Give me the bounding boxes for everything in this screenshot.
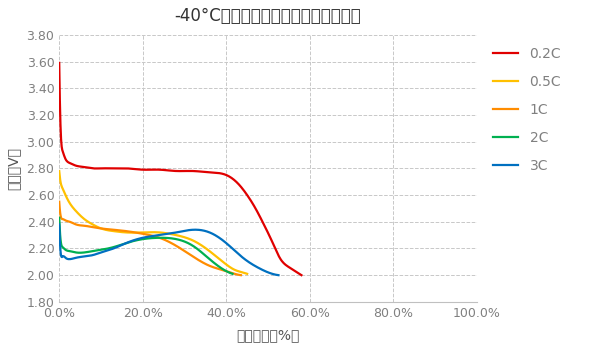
Line: 0.2C: 0.2C	[59, 63, 302, 275]
0.5C	[78, 215, 85, 219]
1C	[187, 253, 194, 257]
0.5C	[130, 231, 137, 235]
0.5C	[117, 230, 124, 234]
2C	[125, 240, 132, 245]
0.2C	[208, 170, 215, 174]
2C	[112, 244, 119, 248]
Legend: 0.2C, 0.5C, 1C, 2C, 3C: 0.2C, 0.5C, 1C, 2C, 3C	[488, 42, 567, 178]
1C	[237, 273, 244, 277]
0.2C	[231, 178, 238, 182]
3C	[215, 235, 222, 239]
2C	[55, 216, 63, 220]
1C	[77, 223, 85, 228]
3C	[127, 239, 134, 243]
0.2C	[298, 273, 305, 277]
1C	[55, 200, 63, 204]
2C	[76, 251, 83, 255]
1C	[188, 253, 195, 258]
2C	[229, 272, 236, 276]
1C	[128, 230, 135, 234]
3C	[55, 222, 63, 227]
0.5C	[174, 233, 181, 237]
0.2C	[232, 179, 239, 183]
X-axis label: 电池容量（%）: 电池容量（%）	[237, 328, 300, 342]
0.2C	[151, 168, 159, 172]
3C	[82, 254, 89, 258]
3C	[194, 228, 201, 232]
0.5C	[55, 169, 63, 173]
0.2C	[135, 167, 142, 171]
3C	[142, 235, 150, 239]
1C	[170, 242, 177, 246]
2C	[182, 240, 189, 244]
0.5C	[191, 239, 198, 244]
Title: -40°C下不同倍率放电的电池容量曲线: -40°C下不同倍率放电的电池容量曲线	[175, 7, 361, 25]
0.2C	[85, 166, 92, 170]
0.5C	[193, 240, 200, 244]
Line: 1C: 1C	[59, 202, 241, 275]
1C	[115, 228, 122, 232]
Line: 0.5C: 0.5C	[59, 171, 247, 274]
3C	[275, 273, 282, 277]
0.2C	[55, 61, 63, 65]
Y-axis label: 电压（V）: 电压（V）	[7, 147, 21, 190]
0.5C	[244, 272, 251, 276]
2C	[181, 239, 188, 244]
Line: 3C: 3C	[59, 224, 278, 275]
2C	[164, 236, 172, 240]
3C	[214, 235, 221, 239]
Line: 2C: 2C	[59, 218, 232, 274]
